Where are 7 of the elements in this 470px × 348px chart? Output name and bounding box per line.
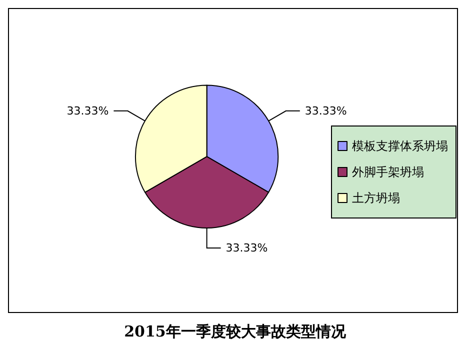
legend-label: 外脚手架坍塌: [352, 165, 424, 179]
data-label: 33.33%: [304, 104, 347, 118]
data-label: 33.33%: [66, 104, 109, 118]
data-label: 33.33%: [226, 241, 268, 254]
legend-label: 模板支撑体系坍塌: [352, 139, 448, 153]
legend-label: 土方坍塌: [352, 191, 400, 205]
text: 2015年一季度较大事故类型情况: [124, 322, 347, 340]
